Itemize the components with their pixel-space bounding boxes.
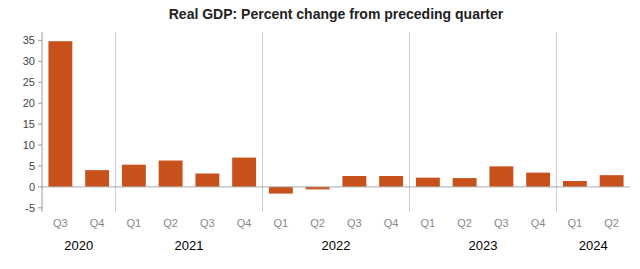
x-tick-label: Q1: [274, 217, 289, 229]
bar: [600, 175, 624, 187]
year-divider: [556, 32, 557, 212]
y-tick-label: -5: [25, 202, 35, 214]
y-tick: [38, 103, 42, 104]
x-tick-label: Q3: [347, 217, 362, 229]
x-tick-label: Q4: [531, 217, 546, 229]
bar: [379, 176, 403, 187]
x-tick-label: Q3: [200, 217, 215, 229]
x-tick-label: Q4: [384, 217, 399, 229]
bar: [195, 173, 219, 186]
title: Real GDP: Percent change from preceding …: [169, 6, 504, 22]
bar: [489, 166, 513, 187]
year-divider: [115, 32, 116, 212]
bar: [85, 170, 109, 187]
bar: [526, 173, 550, 187]
bar: [416, 178, 440, 187]
x-tick-label: Q2: [163, 217, 178, 229]
x-tick-label: Q3: [494, 217, 509, 229]
y-tick-label: 30: [23, 55, 35, 67]
bar: [122, 165, 146, 187]
y-tick: [38, 40, 42, 41]
x-tick-label: Q1: [568, 217, 583, 229]
y-axis-line: [42, 32, 43, 212]
x-tick-label: Q3: [53, 217, 68, 229]
y-tick-label: 5: [29, 160, 35, 172]
y-tick: [38, 124, 42, 125]
y-tick: [38, 145, 42, 146]
bar: [269, 187, 293, 194]
y-tick-label: 10: [23, 139, 35, 151]
bar: [159, 161, 183, 187]
year-label: 2021: [175, 238, 204, 253]
bar: [453, 178, 477, 187]
y-tick-label: 15: [23, 118, 35, 130]
x-tick-label: Q1: [127, 217, 142, 229]
zero-line: [42, 186, 630, 187]
y-tick-label: 25: [23, 76, 35, 88]
y-tick: [38, 61, 42, 62]
chart: Real GDP: Percent change from preceding …: [0, 0, 640, 269]
x-tick-label: Q4: [237, 217, 252, 229]
bar: [563, 181, 587, 187]
bars: [48, 41, 623, 193]
year-divider: [262, 32, 263, 212]
x-tick-label: Q2: [604, 217, 619, 229]
bar: [232, 158, 256, 187]
year-label: 2024: [579, 238, 608, 253]
y-tick: [38, 186, 42, 187]
bar: [48, 41, 72, 187]
y-tick: [38, 207, 42, 208]
x-tick-label: Q2: [310, 217, 325, 229]
y-tick: [38, 165, 42, 166]
year-divider: [409, 32, 410, 212]
y-tick-label: 0: [29, 181, 35, 193]
x-tick-label: Q1: [421, 217, 436, 229]
x-tick-label: Q4: [90, 217, 105, 229]
x-tick-label: Q2: [457, 217, 472, 229]
y-tick-label: 35: [23, 34, 35, 46]
bar: [342, 176, 366, 187]
year-label: 2023: [469, 238, 498, 253]
year-label: 2022: [322, 238, 351, 253]
year-label: 2020: [64, 238, 93, 253]
y-tick: [38, 82, 42, 83]
y-tick-label: 20: [23, 97, 35, 109]
